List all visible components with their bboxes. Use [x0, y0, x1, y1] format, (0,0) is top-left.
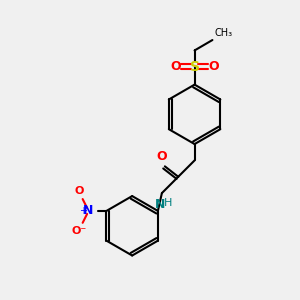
Text: N: N [83, 204, 93, 218]
Text: N: N [155, 198, 166, 211]
Text: +: + [79, 206, 87, 216]
Text: O: O [208, 60, 219, 73]
Text: O: O [156, 150, 166, 164]
Text: CH₃: CH₃ [215, 28, 233, 38]
Text: O: O [74, 186, 84, 196]
Text: O: O [170, 60, 181, 73]
Text: S: S [190, 60, 200, 74]
Text: H: H [164, 198, 172, 208]
Text: O⁻: O⁻ [71, 226, 87, 236]
